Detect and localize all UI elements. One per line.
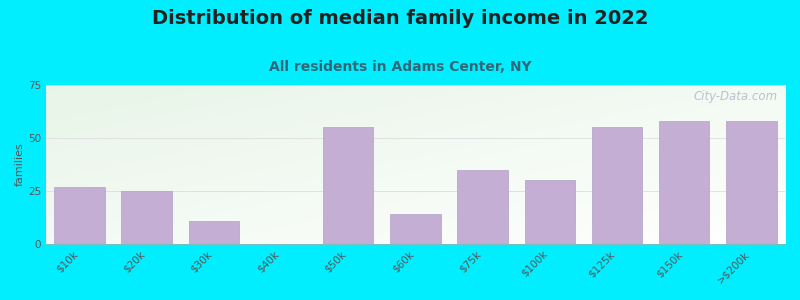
Text: All residents in Adams Center, NY: All residents in Adams Center, NY bbox=[269, 60, 531, 74]
Bar bbox=[390, 214, 441, 244]
Bar bbox=[525, 180, 575, 244]
Bar bbox=[458, 170, 508, 244]
Bar bbox=[592, 128, 642, 244]
Bar bbox=[726, 121, 777, 244]
Y-axis label: families: families bbox=[15, 142, 25, 186]
Text: City-Data.com: City-Data.com bbox=[694, 90, 778, 103]
Text: Distribution of median family income in 2022: Distribution of median family income in … bbox=[152, 9, 648, 28]
Bar bbox=[54, 187, 105, 244]
Bar bbox=[122, 191, 172, 244]
Bar bbox=[189, 221, 239, 244]
Bar bbox=[323, 128, 374, 244]
Bar bbox=[659, 121, 710, 244]
